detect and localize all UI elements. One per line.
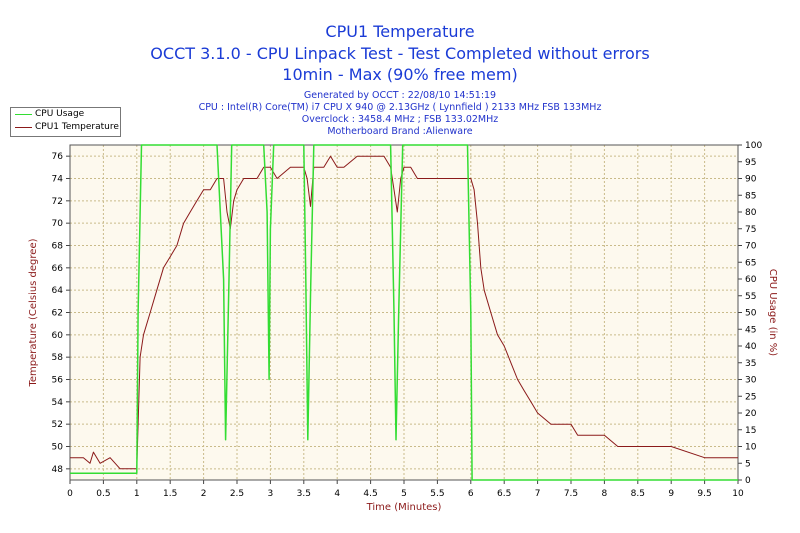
series-line-cpu-usage bbox=[70, 144, 738, 481]
chart-subtitle-2: 10min - Max (90% free mem) bbox=[282, 65, 518, 84]
y-right-tick-label: 75 bbox=[745, 225, 756, 235]
x-tick-label: 8.5 bbox=[631, 489, 645, 499]
y-right-tick-label: 100 bbox=[745, 141, 762, 151]
y-right-tick-label: 35 bbox=[745, 359, 756, 369]
x-tick-label: 3.5 bbox=[297, 489, 311, 499]
legend-item-temp: CPU1 Temperature bbox=[11, 121, 120, 134]
y-left-tick-label: 56 bbox=[52, 376, 64, 386]
y-right-tick-label: 15 bbox=[745, 426, 756, 436]
x-tick-label: 1 bbox=[134, 489, 140, 499]
y-right-tick-label: 55 bbox=[745, 292, 756, 302]
x-tick-label: 7 bbox=[535, 489, 541, 499]
plot-series bbox=[70, 144, 738, 481]
x-tick-label: 5 bbox=[401, 489, 407, 499]
x-axis-label: Time (Minutes) bbox=[366, 502, 442, 513]
legend-swatch-usage bbox=[15, 114, 32, 115]
y-right-tick-label: 80 bbox=[745, 208, 757, 218]
y-left-tick-label: 60 bbox=[52, 331, 64, 341]
y-left-tick-label: 66 bbox=[52, 264, 64, 274]
info-cpu: CPU : Intel(R) Core(TM) i7 CPU X 940 @ 2… bbox=[198, 102, 602, 113]
y-left-tick-label: 50 bbox=[52, 443, 64, 453]
y-right-tick-label: 45 bbox=[745, 325, 756, 335]
y-right-tick-label: 0 bbox=[745, 476, 751, 486]
y-right-tick-label: 70 bbox=[745, 242, 757, 252]
y-right-tick-label: 65 bbox=[745, 258, 756, 268]
plot-labels: 0 0.5 1 1.5 2 2.5 3 3.5 4 4.5 5 5.5 6 6.5 7 7.5 8 8.5 9 9.5… bbox=[28, 141, 778, 513]
y-left-tick-label: 68 bbox=[52, 242, 64, 252]
y-right-tick-label: 50 bbox=[745, 309, 757, 319]
y-left-tick-label: 74 bbox=[52, 175, 64, 185]
info-generated: Generated by OCCT : 22/08/10 14:51:19 bbox=[303, 90, 497, 101]
y-left-axis-label: Temperature (Celsius degree) bbox=[28, 238, 39, 387]
x-tick-label: 0.5 bbox=[96, 489, 110, 499]
y-right-tick-label: 5 bbox=[745, 459, 751, 469]
x-tick-label: 2 bbox=[201, 489, 207, 499]
y-left-tick-label: 62 bbox=[52, 309, 63, 319]
x-tick-label: 9.5 bbox=[697, 489, 711, 499]
x-tick-label: 5.5 bbox=[430, 489, 444, 499]
legend-swatch-temp bbox=[15, 127, 32, 128]
y-right-tick-label: 85 bbox=[745, 191, 756, 201]
y-left-tick-label: 58 bbox=[52, 353, 64, 363]
y-left-tick-label: 64 bbox=[52, 286, 64, 296]
y-right-tick-label: 30 bbox=[745, 376, 757, 386]
y-right-tick-label: 10 bbox=[745, 443, 757, 453]
y-left-tick-label: 72 bbox=[52, 197, 63, 207]
x-tick-label: 2.5 bbox=[230, 489, 244, 499]
info-overclock: Overclock : 3458.4 MHz ; FSB 133.02MHz bbox=[301, 114, 499, 125]
x-tick-label: 6 bbox=[468, 489, 474, 499]
plot-grid bbox=[70, 145, 738, 480]
y-right-tick-label: 90 bbox=[745, 175, 757, 185]
y-left-tick-label: 70 bbox=[52, 219, 64, 229]
x-tick-label: 8 bbox=[602, 489, 608, 499]
x-tick-label: 1.5 bbox=[163, 489, 177, 499]
x-tick-label: 4 bbox=[334, 489, 340, 499]
x-tick-label: 4.5 bbox=[363, 489, 377, 499]
x-tick-label: 7.5 bbox=[564, 489, 578, 499]
chart-subtitle-1: OCCT 3.1.0 - CPU Linpack Test - Test Com… bbox=[150, 44, 650, 63]
chart-legend: CPU Usage CPU1 Temperature bbox=[10, 107, 121, 137]
y-right-tick-label: 20 bbox=[745, 409, 757, 419]
chart-title: CPU1 Temperature bbox=[325, 22, 475, 41]
x-tick-label: 10 bbox=[732, 489, 744, 499]
y-right-tick-label: 95 bbox=[745, 158, 756, 168]
x-tick-label: 3 bbox=[268, 489, 274, 499]
legend-label-usage: CPU Usage bbox=[35, 109, 85, 119]
y-left-tick-label: 52 bbox=[52, 420, 63, 430]
x-tick-label: 6.5 bbox=[497, 489, 511, 499]
y-left-tick-label: 48 bbox=[52, 465, 64, 475]
info-motherboard: Motherboard Brand :Alienware bbox=[327, 126, 473, 137]
y-right-axis-label: CPU Usage (in %) bbox=[767, 269, 778, 357]
x-tick-label: 0 bbox=[67, 489, 73, 499]
y-right-tick-label: 25 bbox=[745, 392, 756, 402]
y-left-tick-label: 76 bbox=[52, 152, 64, 162]
y-right-tick-label: 60 bbox=[745, 275, 757, 285]
y-left-tick-label: 54 bbox=[52, 398, 64, 408]
legend-item-usage: CPU Usage bbox=[11, 108, 120, 121]
y-right-tick-label: 40 bbox=[745, 342, 757, 352]
legend-label-temp: CPU1 Temperature bbox=[35, 122, 119, 132]
x-tick-label: 9 bbox=[668, 489, 674, 499]
